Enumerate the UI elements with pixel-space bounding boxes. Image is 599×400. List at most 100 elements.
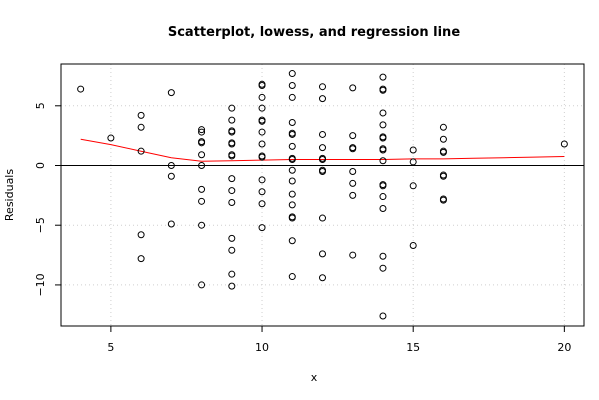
data-point xyxy=(258,104,266,112)
data-point xyxy=(439,123,447,131)
data-point xyxy=(258,81,266,89)
data-point xyxy=(349,179,357,187)
data-point xyxy=(258,140,266,148)
x-tick-label: 10 xyxy=(255,341,269,354)
x-tick-label: 15 xyxy=(406,341,420,354)
data-point xyxy=(198,197,206,205)
grid xyxy=(61,64,584,326)
data-point xyxy=(288,237,296,245)
data-point xyxy=(198,151,206,159)
data-point xyxy=(228,140,236,148)
data-point xyxy=(228,187,236,195)
x-tick-label: 5 xyxy=(107,341,114,354)
data-point xyxy=(379,73,387,81)
data-point xyxy=(379,157,387,165)
lowess-curve xyxy=(80,138,565,162)
data-point xyxy=(137,123,145,131)
data-point xyxy=(198,126,206,134)
y-tick-label: −5 xyxy=(34,217,47,233)
data-point xyxy=(137,231,145,239)
data-point xyxy=(228,175,236,183)
data-point xyxy=(288,81,296,89)
data-point xyxy=(379,86,387,94)
lowess-layer xyxy=(80,138,565,162)
data-point xyxy=(198,139,206,147)
data-point xyxy=(409,146,417,154)
data-point xyxy=(137,255,145,263)
data-point xyxy=(349,167,357,175)
x-axis: 5 10 15 20 xyxy=(107,326,571,354)
data-point xyxy=(379,109,387,117)
data-point xyxy=(349,191,357,199)
data-point xyxy=(379,204,387,212)
data-point xyxy=(409,158,417,166)
data-point xyxy=(167,172,175,180)
data-point xyxy=(288,177,296,185)
data-point xyxy=(379,193,387,201)
data-point xyxy=(228,282,236,290)
data-point xyxy=(198,162,206,170)
data-point xyxy=(288,190,296,198)
data-point xyxy=(288,201,296,209)
data-point xyxy=(258,200,266,208)
data-point xyxy=(258,93,266,101)
x-tick-label: 20 xyxy=(557,341,571,354)
data-point xyxy=(198,281,206,289)
data-point xyxy=(288,142,296,150)
data-point xyxy=(228,246,236,254)
data-point xyxy=(409,242,417,250)
data-point xyxy=(288,130,296,138)
data-point xyxy=(228,234,236,242)
data-point xyxy=(439,196,447,204)
data-point xyxy=(288,166,296,174)
data-point xyxy=(198,221,206,229)
data-point xyxy=(319,83,326,91)
data-point xyxy=(228,104,236,112)
data-point xyxy=(319,214,326,222)
data-point xyxy=(198,185,206,193)
y-axis: −10 −5 0 5 xyxy=(34,102,61,297)
data-point xyxy=(228,128,236,136)
data-point xyxy=(167,220,175,228)
data-point xyxy=(288,273,296,281)
data-point xyxy=(319,95,326,103)
data-point xyxy=(288,156,296,164)
data-point xyxy=(258,188,266,196)
plot-frame xyxy=(60,63,585,327)
data-point xyxy=(379,312,387,320)
data-point xyxy=(319,274,326,282)
data-point xyxy=(409,182,417,190)
data-point xyxy=(107,134,115,142)
y-axis-label: Residuals xyxy=(3,169,16,221)
data-point xyxy=(288,70,296,78)
data-point xyxy=(228,199,236,207)
data-point xyxy=(228,152,236,160)
data-point xyxy=(439,135,447,143)
data-point xyxy=(439,148,447,156)
data-point xyxy=(379,252,387,260)
data-point xyxy=(258,117,266,125)
data-point xyxy=(167,162,175,170)
data-point xyxy=(560,140,568,148)
x-axis-label: x xyxy=(311,371,318,384)
data-point xyxy=(77,85,85,93)
data-point xyxy=(349,132,357,140)
data-point xyxy=(319,167,326,175)
data-point xyxy=(137,111,145,119)
data-point xyxy=(319,250,326,258)
points-layer xyxy=(77,70,568,320)
data-point xyxy=(439,172,447,180)
data-point xyxy=(288,119,296,127)
y-tick-label: 0 xyxy=(34,162,47,169)
data-point xyxy=(228,116,236,124)
data-point xyxy=(319,144,326,152)
data-point xyxy=(379,121,387,129)
data-point xyxy=(349,84,357,92)
data-point xyxy=(258,128,266,136)
data-point xyxy=(198,128,206,136)
data-point xyxy=(228,270,236,278)
data-point xyxy=(379,264,387,272)
data-point xyxy=(137,147,145,155)
